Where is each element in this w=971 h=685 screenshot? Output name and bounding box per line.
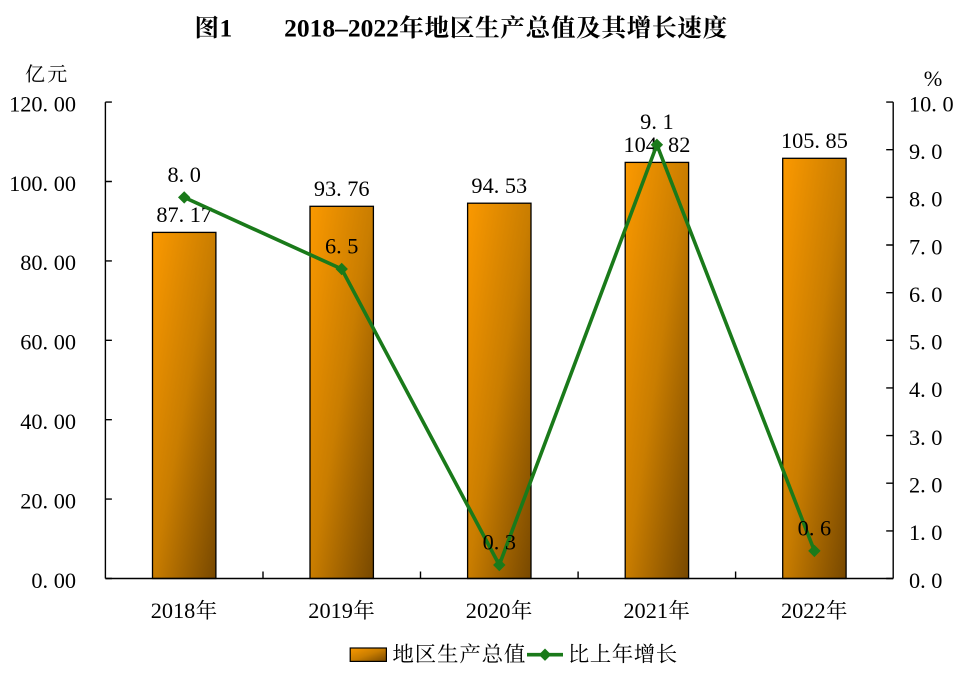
svg-text:2018: 2018 bbox=[151, 598, 196, 623]
svg-text:100. 00: 100. 00 bbox=[9, 171, 76, 196]
svg-text:2021: 2021 bbox=[623, 598, 668, 623]
svg-text:93. 76: 93. 76 bbox=[314, 176, 370, 201]
svg-text:9. 0: 9. 0 bbox=[909, 139, 942, 164]
svg-text:2019: 2019 bbox=[308, 598, 353, 623]
svg-text:2020: 2020 bbox=[466, 598, 511, 623]
svg-text:5. 0: 5. 0 bbox=[909, 330, 942, 355]
svg-text:2018–2022: 2018–2022 bbox=[284, 13, 399, 42]
svg-text:3. 0: 3. 0 bbox=[909, 425, 942, 450]
svg-text:6. 0: 6. 0 bbox=[909, 282, 942, 307]
svg-text:2022: 2022 bbox=[781, 598, 826, 623]
svg-text:%: % bbox=[924, 66, 943, 91]
svg-text:1: 1 bbox=[220, 13, 233, 42]
svg-text:40. 00: 40. 00 bbox=[20, 409, 76, 434]
svg-text:8. 0: 8. 0 bbox=[909, 187, 942, 212]
svg-text:120. 00: 120. 00 bbox=[9, 91, 76, 116]
svg-text:0. 6: 0. 6 bbox=[798, 515, 831, 540]
svg-text:80. 00: 80. 00 bbox=[20, 250, 76, 275]
svg-text:0. 00: 0. 00 bbox=[31, 568, 76, 593]
svg-text:1. 0: 1. 0 bbox=[909, 520, 942, 545]
svg-text:6. 5: 6. 5 bbox=[325, 233, 358, 258]
svg-text:10. 0: 10. 0 bbox=[909, 91, 954, 116]
svg-text:0. 3: 0. 3 bbox=[483, 529, 516, 554]
svg-text:2. 0: 2. 0 bbox=[909, 473, 942, 498]
svg-text:9. 1: 9. 1 bbox=[640, 109, 673, 134]
svg-text:8. 0: 8. 0 bbox=[167, 162, 200, 187]
svg-text:20. 00: 20. 00 bbox=[20, 488, 76, 513]
svg-text:94. 53: 94. 53 bbox=[471, 173, 527, 198]
svg-text:0. 0: 0. 0 bbox=[909, 568, 942, 593]
svg-text:7. 0: 7. 0 bbox=[909, 234, 942, 259]
svg-text:105. 85: 105. 85 bbox=[781, 128, 848, 153]
svg-text:60. 00: 60. 00 bbox=[20, 330, 76, 355]
svg-text:4. 0: 4. 0 bbox=[909, 377, 942, 402]
